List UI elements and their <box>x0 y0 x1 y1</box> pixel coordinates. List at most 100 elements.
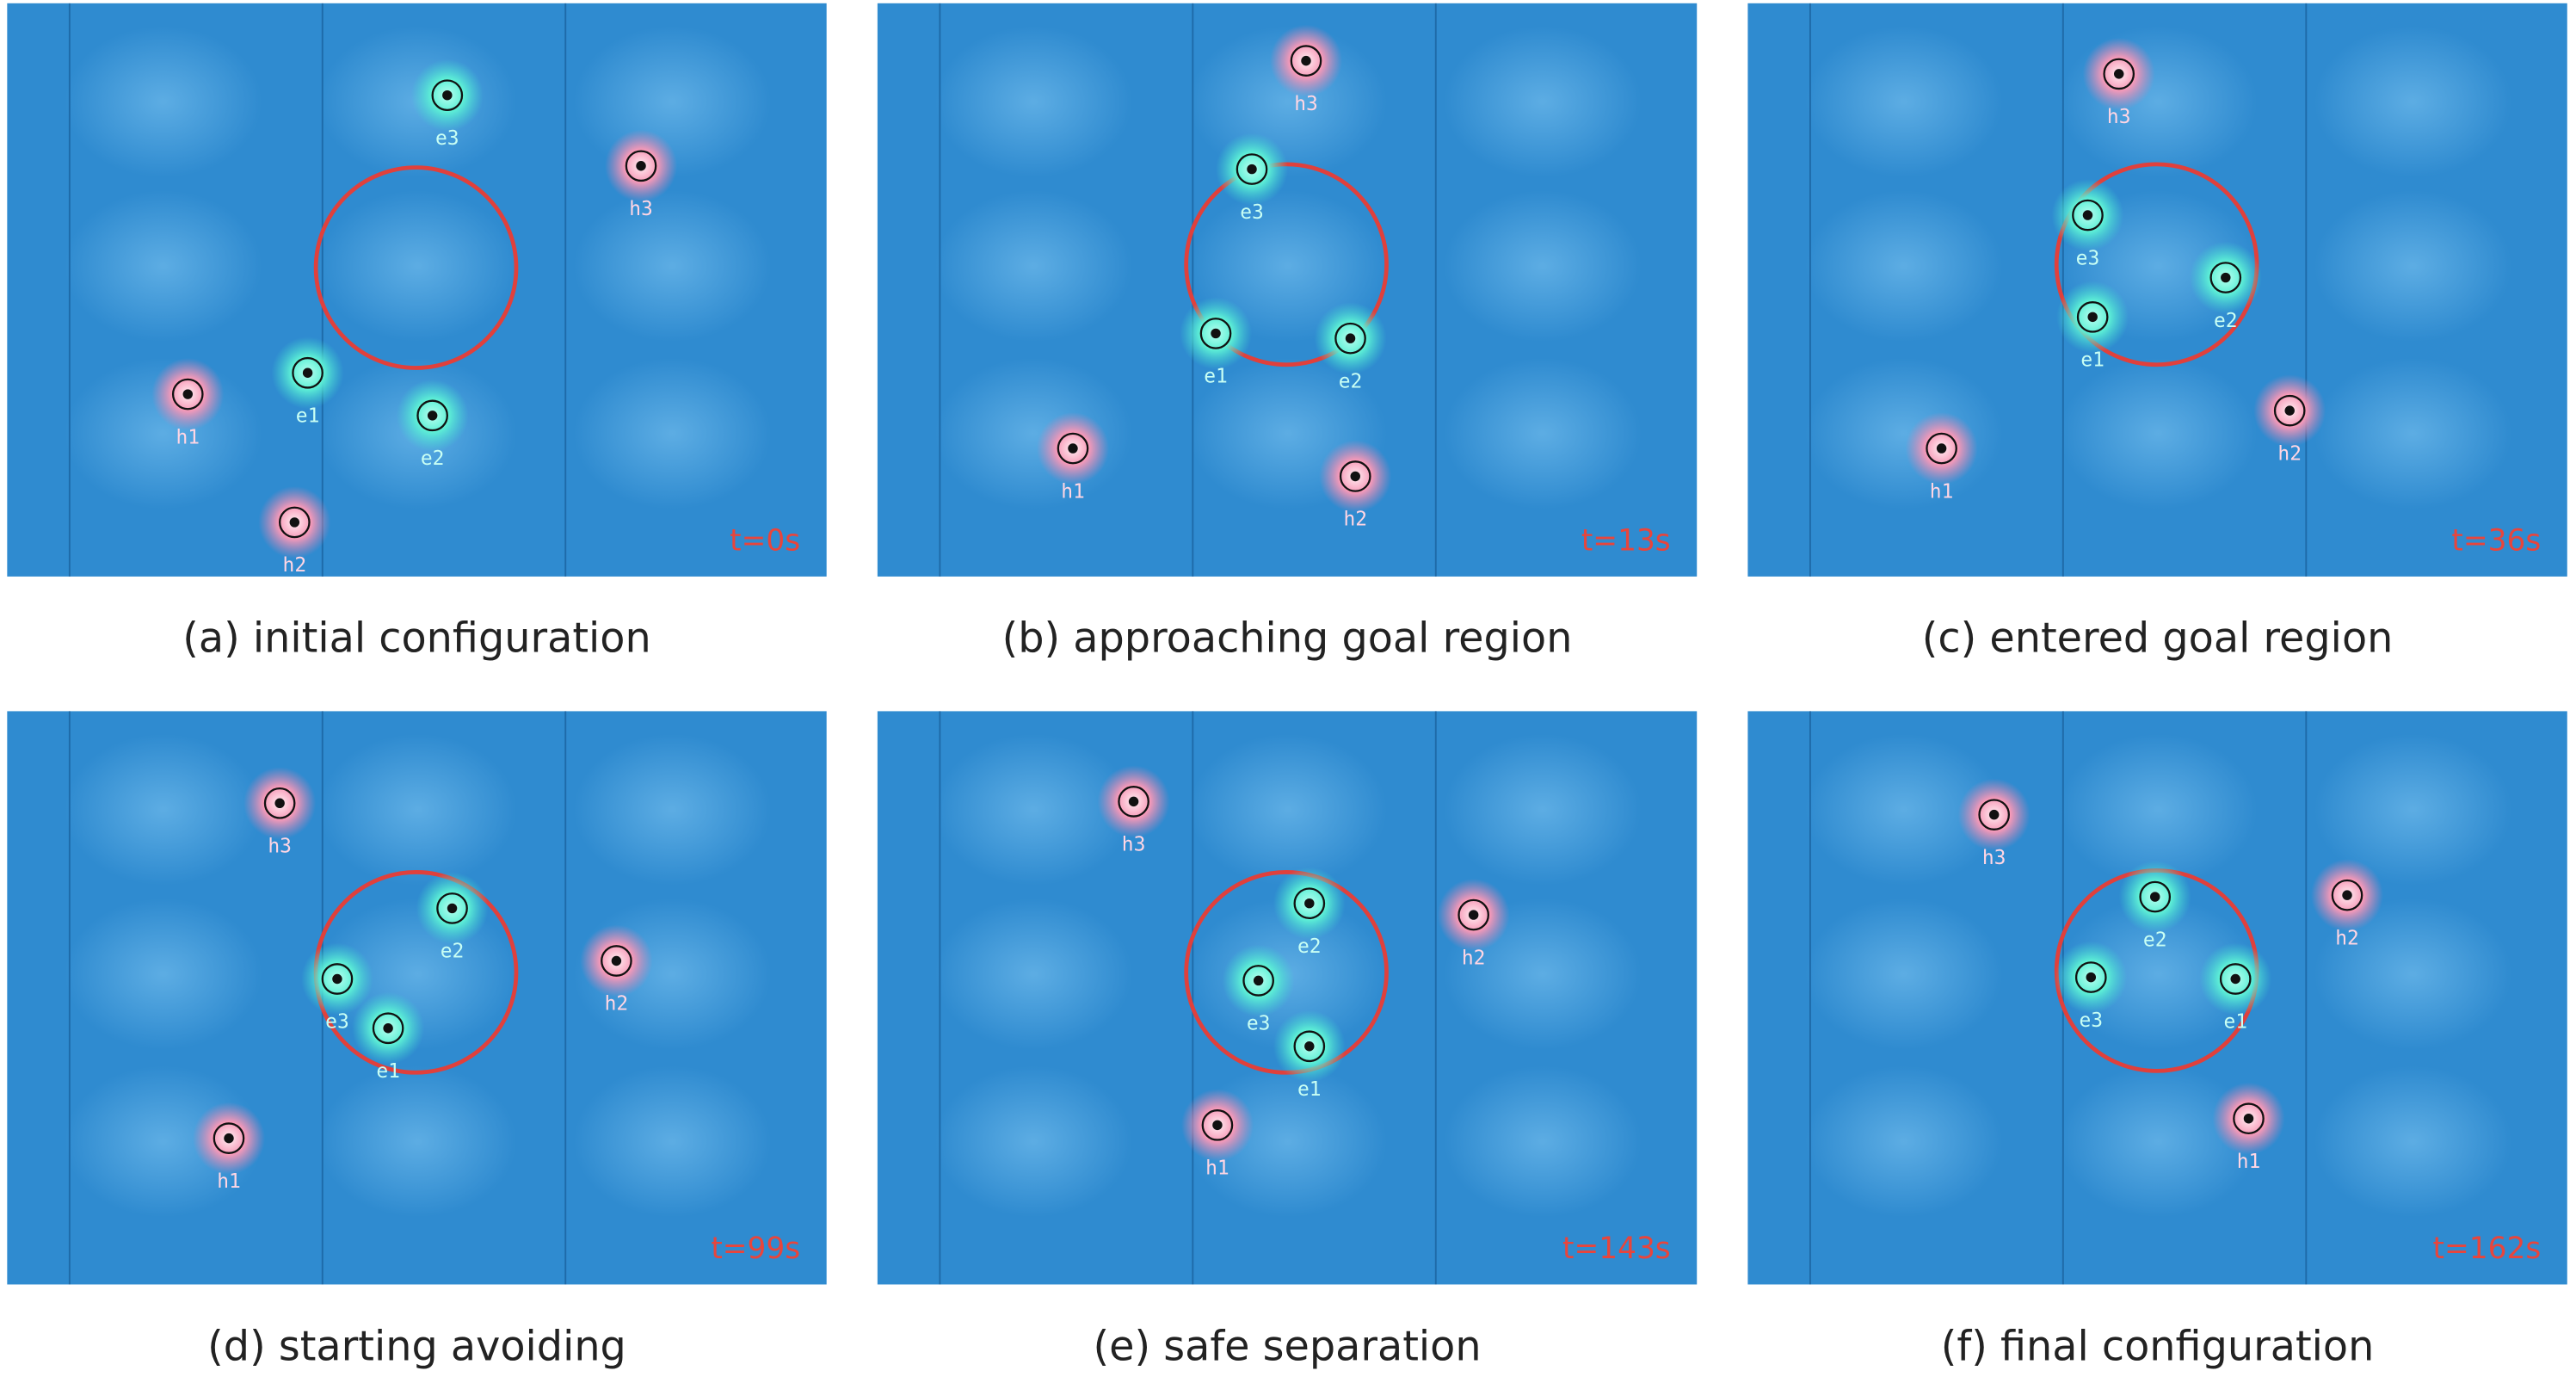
robot-label: h3 <box>1122 834 1146 856</box>
robot-label: h2 <box>283 554 307 577</box>
robot-label: e3 <box>435 127 459 150</box>
robot-marker <box>274 798 285 809</box>
robot-marker <box>2114 69 2124 79</box>
floor-light <box>573 734 771 886</box>
robot-ring <box>601 945 632 977</box>
floor-light <box>1805 734 2003 886</box>
evader-robot: e2 <box>2118 861 2191 951</box>
robot-ring <box>1293 887 1326 920</box>
robot-marker <box>302 367 313 378</box>
hunter-robot: h1 <box>1180 1089 1254 1180</box>
robot-marker <box>224 1133 234 1144</box>
robot-label: e2 <box>1339 370 1363 392</box>
robot-label: e3 <box>1240 201 1264 224</box>
robot-label: e2 <box>421 448 445 470</box>
robot-marker <box>2086 972 2097 983</box>
floor-light <box>573 1065 771 1218</box>
robot-marker <box>427 411 438 421</box>
evader-robot: e1 <box>271 336 344 427</box>
panel-caption: (f) final configuration <box>1941 1323 2375 1370</box>
robot-marker <box>1304 1041 1315 1052</box>
floor-light <box>2314 734 2511 886</box>
hunter-robot: h3 <box>605 129 678 220</box>
floor-light <box>65 1065 262 1218</box>
hunter-robot: h1 <box>1036 412 1109 503</box>
floor-light <box>934 1065 1132 1218</box>
robot-ring <box>292 356 324 389</box>
robot-marker <box>1068 443 1078 454</box>
robot-label: h1 <box>2237 1151 2261 1173</box>
robot-marker <box>1936 443 1947 454</box>
floor-light <box>318 734 516 886</box>
floor-light <box>1805 190 2003 342</box>
robot-ring <box>1334 322 1366 355</box>
robot-marker <box>447 903 458 914</box>
robot-ring <box>1242 965 1274 997</box>
robot-ring <box>2209 262 2242 293</box>
robot-marker <box>1247 164 1257 175</box>
robot-label: e2 <box>1297 935 1322 958</box>
robot-label: h3 <box>629 198 653 220</box>
floor-light <box>1444 734 1642 886</box>
floor-light <box>1189 190 1387 342</box>
robot-ring <box>2076 301 2109 333</box>
robot-label: h1 <box>217 1170 241 1193</box>
hunter-robot: h3 <box>1957 778 2031 869</box>
robot-label: h3 <box>1294 93 1318 115</box>
robot-label: h1 <box>176 426 200 448</box>
robot-marker <box>182 389 193 399</box>
robot-label: h1 <box>1061 480 1085 503</box>
evader-robot: e2 <box>1273 867 1346 958</box>
evader-robot: e3 <box>2051 179 2124 269</box>
robot-label: e1 <box>296 404 320 427</box>
robot-ring <box>1978 799 2010 830</box>
hunter-robot: h2 <box>2311 859 2384 949</box>
robot-label: h2 <box>1343 509 1367 531</box>
robot-ring <box>2139 880 2172 913</box>
timestamp: t=143s <box>1562 1232 1671 1266</box>
evader-robot: e1 <box>2199 942 2272 1034</box>
robot-label: h2 <box>2277 442 2302 465</box>
panel-caption: (a) initial configuration <box>182 615 650 663</box>
hunter-robot: h1 <box>151 358 225 448</box>
robot-label: e2 <box>441 941 465 963</box>
robot-ring <box>1199 318 1232 349</box>
robot-ring <box>2233 1102 2265 1135</box>
hunter-robot: h2 <box>1437 879 1510 969</box>
floor-light <box>318 190 516 342</box>
robot-marker <box>2082 210 2093 220</box>
timestamp: t=13s <box>1581 523 1671 558</box>
evader-robot: e3 <box>2055 941 2128 1032</box>
robot-ring <box>213 1122 245 1154</box>
evader-robot: e1 <box>1273 1009 1346 1101</box>
robot-marker <box>1468 910 1479 920</box>
floor-light <box>573 190 771 342</box>
robot-ring <box>1926 432 1957 465</box>
robot-ring <box>2331 879 2363 911</box>
floor-light <box>2060 358 2258 509</box>
robot-ring <box>279 506 311 539</box>
robot-marker <box>2284 405 2295 416</box>
hunter-robot: h3 <box>1270 24 1342 115</box>
robot-ring <box>2072 199 2104 232</box>
robot-marker <box>442 90 453 101</box>
robot-marker <box>2342 890 2352 900</box>
floor-light <box>1805 26 2003 178</box>
floor-light <box>1805 898 2003 1050</box>
floor-light <box>1444 190 1642 342</box>
photo-panel: e1 e2 e3 h1 h2 h3 t=143s <box>877 711 1698 1285</box>
floor-light <box>318 1065 516 1218</box>
robot-ring <box>1057 432 1089 465</box>
floor-light <box>1444 358 1642 509</box>
panel-caption: (e) safe separation <box>1094 1323 1482 1370</box>
floor-light <box>2314 26 2511 178</box>
floor-light <box>2314 898 2511 1050</box>
floor-light <box>1189 734 1387 886</box>
robot-label: e3 <box>325 1011 349 1034</box>
timestamp: t=162s <box>2433 1232 2542 1266</box>
robot-marker <box>1301 55 1311 66</box>
photo-panel: e1 e2 e3 h1 h2 h3 t=13s <box>877 3 1698 577</box>
robot-label: e2 <box>2214 310 2238 332</box>
robot-label: e3 <box>2076 247 2100 269</box>
floor-light <box>2060 26 2258 178</box>
